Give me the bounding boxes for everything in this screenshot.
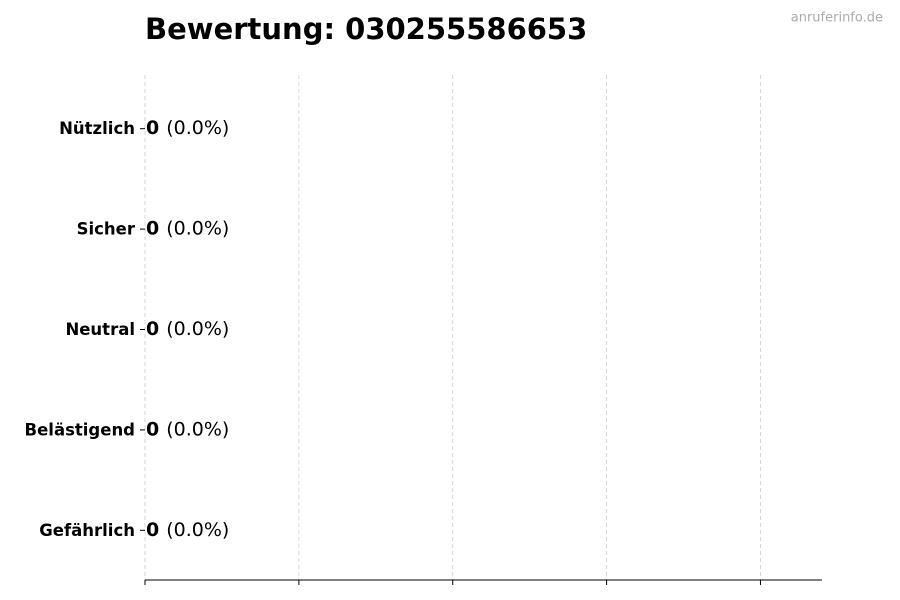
percent-label: (0.0%) xyxy=(166,117,229,139)
watermark: anruferinfo.de xyxy=(791,11,883,26)
percent-label: (0.0%) xyxy=(166,218,229,240)
chart-title: Bewertung: 030255586653 xyxy=(145,12,587,46)
value-label: 0 xyxy=(146,418,159,440)
y-tick-label: Neutral xyxy=(65,320,135,339)
y-tick-label: Sicher xyxy=(77,220,136,239)
y-tick-label: Nützlich xyxy=(59,119,135,138)
percent-label: (0.0%) xyxy=(166,318,229,340)
value-label: 0 xyxy=(146,117,159,139)
value-label: 0 xyxy=(146,218,159,240)
y-tick-label: Belästigend xyxy=(25,420,135,439)
value-label: 0 xyxy=(146,519,159,541)
percent-label: (0.0%) xyxy=(166,418,229,440)
y-tick-label: Gefährlich xyxy=(39,521,135,540)
value-label: 0 xyxy=(146,318,159,340)
percent-label: (0.0%) xyxy=(166,519,229,541)
